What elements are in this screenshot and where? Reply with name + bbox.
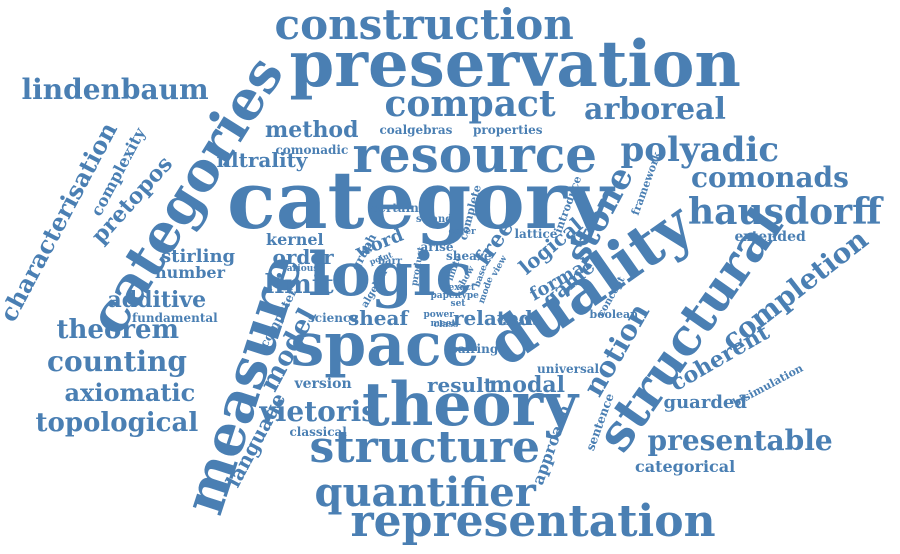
word-logic: logic	[308, 240, 473, 310]
word-boolean: boolean	[589, 307, 639, 321]
word-modal: modal	[489, 372, 565, 398]
word-extended: extended	[734, 229, 806, 245]
word-type: type	[457, 290, 479, 301]
word-quantifier: quantifier	[314, 469, 536, 516]
word-bisimulation: bisimulation	[730, 361, 806, 409]
word-compact: compact	[384, 83, 556, 125]
word-certain: certain	[371, 201, 419, 215]
word-coalgebras: coalgebras	[379, 123, 453, 137]
word-fundamental: fundamental	[132, 311, 218, 325]
word-arboreal: arboreal	[584, 92, 726, 127]
word-category: category	[227, 153, 614, 247]
word-method: method	[265, 117, 359, 143]
word-axiomatic: axiomatic	[64, 378, 196, 407]
word-various: various	[281, 263, 319, 274]
word-lindenbaum: lindenbaum	[21, 73, 209, 106]
word-lattice: lattice	[514, 227, 558, 241]
word-comonads: comonads	[691, 161, 849, 194]
word-stirling: stirling	[161, 246, 236, 267]
word-preservation: preservation	[289, 27, 741, 102]
word-construction: construction	[274, 0, 574, 49]
word-hausdorff: hausdorff	[688, 191, 882, 233]
word-exact: exact	[448, 282, 476, 293]
word-additive: additive	[107, 287, 207, 313]
word-number: number	[155, 263, 225, 282]
word-sheaf: sheaf	[348, 306, 409, 330]
word-properties: properties	[473, 123, 543, 137]
word-cover: cover	[448, 226, 476, 237]
word-variant: variant	[497, 317, 537, 328]
word-limit: limit	[264, 270, 334, 300]
word-filtrality: filtrality	[216, 148, 308, 172]
word-categorical: categorical	[635, 457, 736, 476]
word-universal: universal	[537, 362, 600, 376]
word-structure: structure	[309, 422, 541, 473]
word-comonadic: comonadic	[275, 143, 349, 157]
word-theorem: theorem	[56, 315, 180, 345]
word-version: version	[294, 376, 352, 392]
word-pairing: pairing	[449, 342, 499, 356]
word-presentable: presentable	[647, 424, 833, 457]
word-resource: resource	[352, 125, 598, 184]
word-classical: classical	[289, 425, 347, 439]
word-counting: counting	[47, 345, 187, 378]
word-paper: paper	[430, 290, 460, 301]
word-class: class	[433, 319, 459, 330]
word-set: set	[450, 298, 466, 309]
word-space: space	[290, 310, 480, 380]
word-meet: meet	[430, 318, 456, 329]
word-power: power	[423, 309, 455, 320]
word-related: related	[453, 306, 533, 330]
word-theory: theory	[362, 370, 579, 440]
word-order: order	[272, 245, 334, 269]
word-science: science	[308, 311, 358, 325]
word-result: result	[427, 373, 493, 397]
word-barr: barr	[378, 256, 403, 267]
word-vietoris: vietoris	[259, 395, 377, 428]
word-arise: arise	[420, 240, 454, 254]
word-kernel: kernel	[266, 230, 324, 249]
word-topological: topological	[35, 408, 199, 438]
word-strand: strand	[416, 214, 453, 225]
word-guarded: guarded	[663, 392, 747, 413]
word-polyadic: polyadic	[620, 130, 780, 170]
word-sheave: sheave	[446, 249, 492, 263]
word-representation: representation	[350, 496, 716, 547]
